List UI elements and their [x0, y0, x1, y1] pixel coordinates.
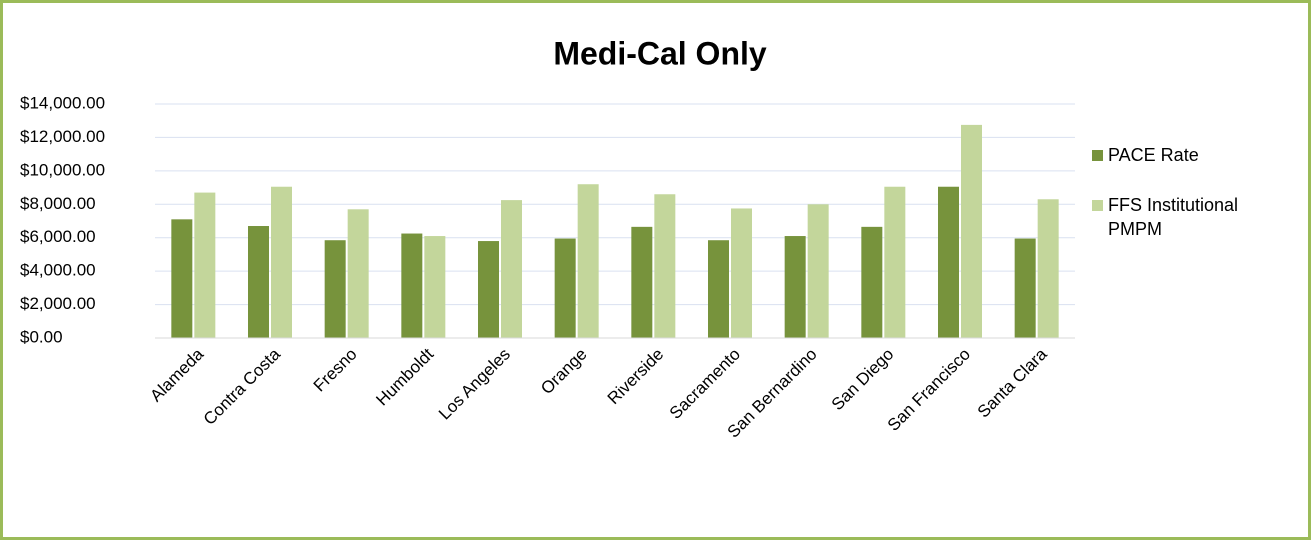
x-tick-label: Fresno [310, 345, 361, 396]
bar [347, 209, 369, 338]
bar [478, 241, 499, 338]
legend-item: PACE Rate [1092, 143, 1292, 167]
x-tick-label: Contra Costa [200, 344, 285, 429]
bar [171, 219, 193, 338]
x-tick-label: Los Angeles [435, 345, 514, 424]
bar [248, 226, 269, 338]
bar [884, 186, 906, 338]
bar [271, 186, 292, 338]
y-tick-label: $2,000.00 [20, 294, 96, 313]
bar [961, 124, 982, 339]
bar [861, 226, 883, 338]
y-tick-label: $6,000.00 [20, 227, 96, 246]
y-tick-label: $4,000.00 [20, 261, 96, 280]
bar [731, 208, 752, 338]
bar [654, 194, 676, 338]
bar [807, 204, 829, 338]
x-tick-label: Orange [537, 345, 591, 399]
y-tick-label: $10,000.00 [20, 160, 105, 179]
bar [631, 226, 653, 338]
x-tick-label: San Diego [828, 345, 898, 415]
x-tick-label: Sacramento [666, 345, 744, 423]
bar [401, 233, 423, 338]
y-tick-label: $12,000.00 [20, 127, 105, 146]
bar [194, 192, 216, 338]
bar [1037, 199, 1059, 338]
legend-item: FFS Institutional PMPM [1092, 193, 1292, 241]
legend-swatch [1092, 150, 1103, 161]
bar [577, 184, 599, 338]
x-tick-label: Alameda [146, 344, 207, 405]
x-tick-label: San Francisco [884, 345, 974, 435]
y-tick-label: $14,000.00 [20, 93, 105, 112]
legend-label: PACE Rate [1108, 145, 1199, 165]
bar [938, 186, 959, 338]
y-tick-label: $8,000.00 [20, 194, 96, 213]
y-tick-label: $0.00 [20, 327, 63, 346]
bar [708, 240, 729, 338]
bar [424, 236, 446, 338]
bar [324, 240, 346, 338]
bar [784, 236, 806, 338]
x-tick-label: Riverside [604, 345, 668, 409]
bar [554, 238, 576, 338]
x-tick-label: Humboldt [372, 344, 437, 409]
bar [501, 200, 522, 338]
chart-title: Medi-Cal Only [553, 35, 767, 71]
legend-swatch [1092, 200, 1103, 211]
x-tick-label: Santa Clara [974, 344, 1051, 421]
legend-label: FFS Institutional PMPM [1108, 195, 1239, 239]
bar [1014, 238, 1036, 338]
